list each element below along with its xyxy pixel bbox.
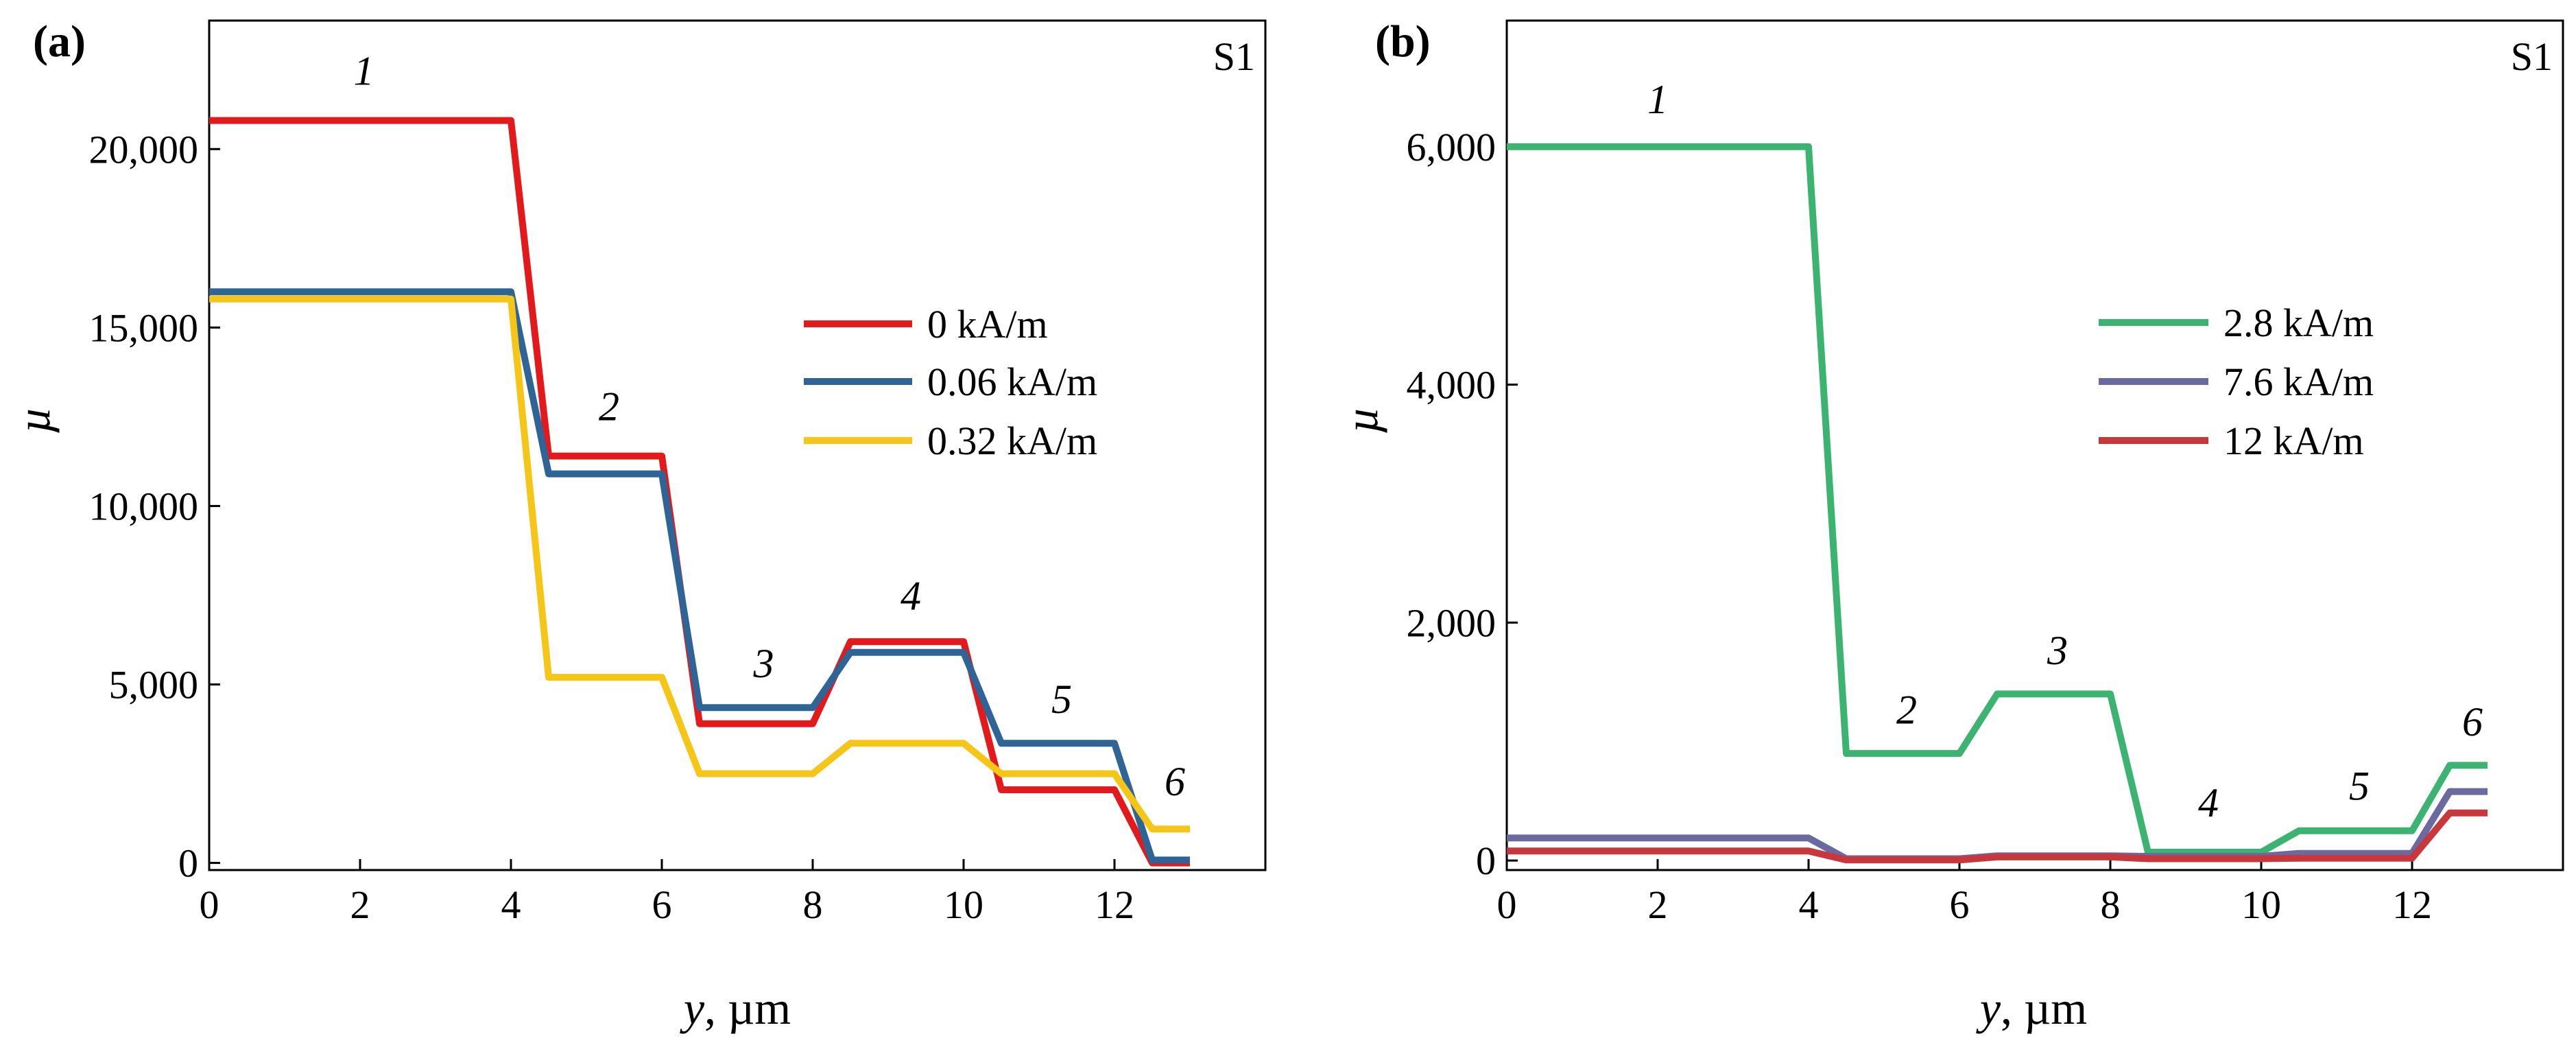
segment-label: 6	[2462, 699, 2483, 744]
segment-label: 6	[1165, 759, 1185, 804]
legend-label: 0 kA/m	[927, 302, 1048, 347]
x-tick-label: 4	[1799, 882, 1819, 927]
y-tick-label: 2,000	[1407, 600, 1496, 645]
series-line	[209, 117, 1190, 867]
x-axis-label: y, µm	[680, 982, 791, 1034]
y-tick-label: 0	[1476, 838, 1496, 883]
y-tick-label: 6,000	[1407, 125, 1496, 169]
series-line	[209, 288, 1190, 864]
sample-label: S1	[1213, 34, 1255, 79]
y-tick-label: 5,000	[109, 663, 199, 707]
x-tick-label: 0	[1497, 882, 1517, 927]
segment-label: 4	[901, 573, 921, 618]
segment-label: 3	[753, 641, 774, 686]
segment-label: 1	[1647, 77, 1668, 122]
x-tick-label: 6	[652, 882, 672, 927]
y-tick-label: 4,000	[1407, 363, 1496, 408]
x-tick-label: 10	[2241, 882, 2281, 927]
panel-label: (a)	[33, 16, 86, 67]
x-tick-label: 2	[1648, 882, 1668, 927]
segment-label: 5	[1051, 677, 1072, 722]
x-tick-label: 12	[2392, 882, 2432, 927]
x-tick-label: 0	[200, 882, 219, 927]
y-tick-label: 20,000	[89, 127, 199, 172]
x-tick-label: 8	[803, 882, 823, 927]
y-axis-label: µ	[8, 406, 60, 433]
sample-label: S1	[2511, 34, 2553, 79]
x-tick-label: 12	[1095, 882, 1134, 927]
x-tick-label: 4	[501, 882, 521, 927]
segment-label: 3	[2047, 628, 2068, 673]
y-tick-label: 15,000	[89, 305, 199, 350]
x-tick-label: 8	[2101, 882, 2121, 927]
segment-label: 1	[354, 49, 374, 94]
panel-a: 0 2 4 6 8 10 1205,00010,00015,00020,0001234560…	[8, 16, 1267, 1034]
x-tick-label: 2	[350, 882, 370, 927]
segment-label: 2	[599, 384, 619, 430]
y-tick-label: 0	[178, 841, 198, 886]
y-tick-label: 10,000	[89, 484, 199, 528]
panel-label: (b)	[1375, 16, 1431, 67]
legend-label: 12 kA/m	[2223, 419, 2364, 463]
legend-label: 0.32 kA/m	[927, 419, 1097, 463]
series-line	[209, 295, 1190, 833]
legend-label: 0.06 kA/m	[927, 360, 1097, 404]
series-line	[1507, 809, 2488, 864]
x-tick-label: 10	[944, 882, 983, 927]
axes-frame	[208, 19, 1267, 871]
x-tick-label: 6	[1950, 882, 1970, 927]
x-axis-label: y, µm	[1976, 982, 2087, 1034]
segment-label: 2	[1896, 688, 1917, 733]
y-axis-label: µ	[1335, 406, 1387, 433]
legend-label: 2.8 kA/m	[2223, 301, 2374, 345]
series-line	[1507, 143, 2488, 856]
legend-label: 7.6 kA/m	[2223, 360, 2374, 404]
axes-frame	[1505, 19, 2564, 871]
segment-label: 4	[2198, 780, 2219, 825]
segment-label: 5	[2349, 764, 2370, 809]
